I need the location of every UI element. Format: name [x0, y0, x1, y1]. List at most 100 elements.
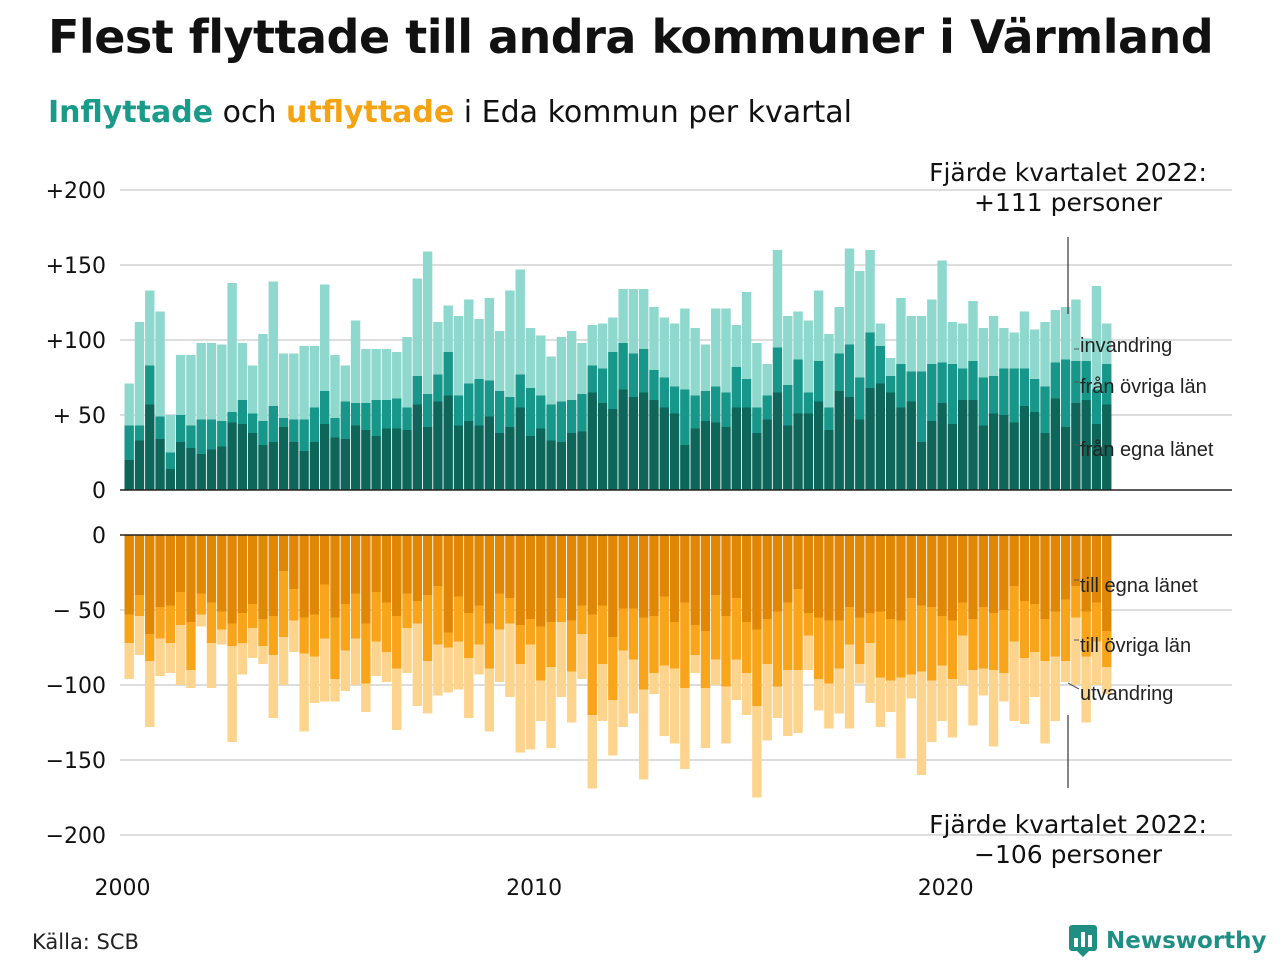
inflow-bar-segment: [618, 289, 628, 343]
outflow-bar-segment: [556, 598, 567, 622]
outflow-bar-segment: [340, 650, 350, 691]
subtitle-rest: i Eda kommun per kvartal: [454, 95, 852, 130]
inflow-bar-segment: [1030, 412, 1040, 490]
outflow-bar-segment: [957, 535, 968, 603]
outflow-bar-segment: [937, 616, 947, 666]
outflow-bar-segment: [206, 602, 217, 643]
y-tick-label: +150: [46, 254, 106, 279]
y-tick-label: −100: [46, 674, 106, 699]
inflow-bar-segment: [217, 446, 227, 490]
inflow-bar-segment: [350, 425, 361, 490]
outflow-bar-segment: [320, 535, 330, 585]
outflow-bar-segment: [711, 595, 721, 660]
outflow-bar-segment: [134, 535, 145, 595]
inflow-bar-segment: [124, 425, 134, 460]
outflow-bar-segment: [865, 643, 875, 703]
outflow-bar-segment: [443, 535, 453, 633]
inflow-bar-segment: [947, 364, 958, 424]
inflow-bar-segment: [1009, 368, 1019, 423]
inflow-bar-segment: [587, 325, 597, 366]
y-tick-label: + 50: [53, 404, 106, 429]
outflow-bar-segment: [515, 664, 525, 753]
outflow-bar-segment: [350, 638, 361, 685]
inflow-bar-segment: [392, 428, 402, 490]
outflow-bar-segment: [217, 629, 227, 645]
outflow-bar-segment: [628, 659, 639, 714]
inflow-bar-segment: [752, 433, 762, 490]
outflow-bar-segment: [320, 584, 330, 639]
y-tick-label: +200: [46, 179, 106, 204]
inflow-bar-segment: [175, 442, 186, 490]
outflow-bar-segment: [1060, 661, 1071, 682]
outflow-bar-segment: [566, 620, 577, 672]
outflow-bar-segment: [834, 535, 844, 621]
outflow-bar-segment: [464, 658, 474, 718]
outflow-bar-segment: [546, 535, 556, 622]
inflow-bar-segment: [896, 407, 906, 490]
inflow-bar-segment: [1081, 400, 1091, 490]
source-note: Källa: SCB: [32, 930, 139, 954]
outflow-bar-segment: [577, 535, 587, 606]
outflow-bar-segment: [278, 535, 289, 571]
inflow-bar-segment: [793, 413, 803, 490]
inflow-bar-segment: [443, 352, 453, 396]
inflow-bar-segment: [546, 440, 556, 490]
inflow-bar-segment: [464, 421, 474, 490]
inflow-bar-segment: [433, 322, 443, 375]
inflow-bar-segment: [258, 445, 268, 490]
inflow-bar-segment: [536, 428, 546, 490]
inflow-bar-segment: [906, 316, 916, 372]
outflow-bar-segment: [145, 661, 155, 727]
inflow-bar-segment: [834, 307, 844, 354]
inflow-bar-segment: [587, 365, 597, 393]
outflow-bar-segment: [885, 535, 896, 619]
inflow-bar-segment: [340, 365, 350, 402]
inflow-bar-segment: [536, 335, 546, 396]
inflow-bar-segment: [1081, 338, 1091, 361]
outflow-bar-segment: [258, 619, 268, 646]
outflow-bar-segment: [443, 632, 453, 648]
outflow-bar-segment: [515, 625, 525, 664]
outflow-bar-segment: [865, 613, 875, 643]
inflow-bar-segment: [813, 401, 824, 490]
outflow-bar-segment: [1081, 656, 1091, 723]
inflow-bar-segment: [196, 454, 206, 490]
outflow-bar-segment: [546, 667, 556, 748]
inflow-bar-segment: [381, 400, 392, 429]
outflow-bar-segment: [361, 535, 371, 624]
outflow-bar-segment: [813, 679, 824, 711]
inflow-bar-segment: [711, 422, 721, 490]
outflow-bar-segment: [978, 607, 988, 669]
inflow-bar-segment: [875, 346, 886, 384]
inflow-bar-segment: [628, 353, 639, 397]
inflow-bar-segment: [289, 353, 299, 420]
outflow-bar-segment: [927, 607, 937, 681]
outflow-bar-segment: [494, 593, 505, 630]
inflow-bar-segment: [464, 383, 474, 421]
outflow-bar-segment: [628, 608, 639, 660]
inflow-bar-segment: [340, 401, 350, 439]
y-tick-label: − 50: [53, 599, 106, 624]
outflow-bar-segment: [762, 619, 772, 664]
outflow-bar-segment: [844, 535, 855, 607]
inflow-bar-segment: [772, 250, 783, 348]
outflow-bar-segment: [906, 598, 916, 675]
inflow-bar-segment: [957, 400, 968, 490]
outflow-bar-segment: [433, 586, 443, 645]
outflow-bar-segment: [474, 605, 484, 645]
inflow-bar-segment: [896, 298, 906, 364]
outflow-bar-segment: [649, 616, 659, 673]
inflow-bar-segment: [247, 433, 258, 490]
outflow-bar-segment: [896, 535, 906, 621]
outflow-bar-segment: [134, 616, 145, 655]
outflow-bar-segment: [669, 668, 680, 744]
inflow-bar-segment: [227, 422, 237, 490]
outflow-bar-segment: [618, 650, 628, 727]
outflow-bar-segment: [721, 535, 731, 616]
inflow-bar-segment: [834, 353, 844, 391]
outflow-bar-segment: [690, 655, 700, 673]
outflow-bar-segment: [227, 646, 237, 742]
outflow-bar-segment: [947, 679, 958, 738]
outflow-bar-segment: [813, 617, 824, 679]
outflow-bar-segment: [453, 535, 464, 597]
